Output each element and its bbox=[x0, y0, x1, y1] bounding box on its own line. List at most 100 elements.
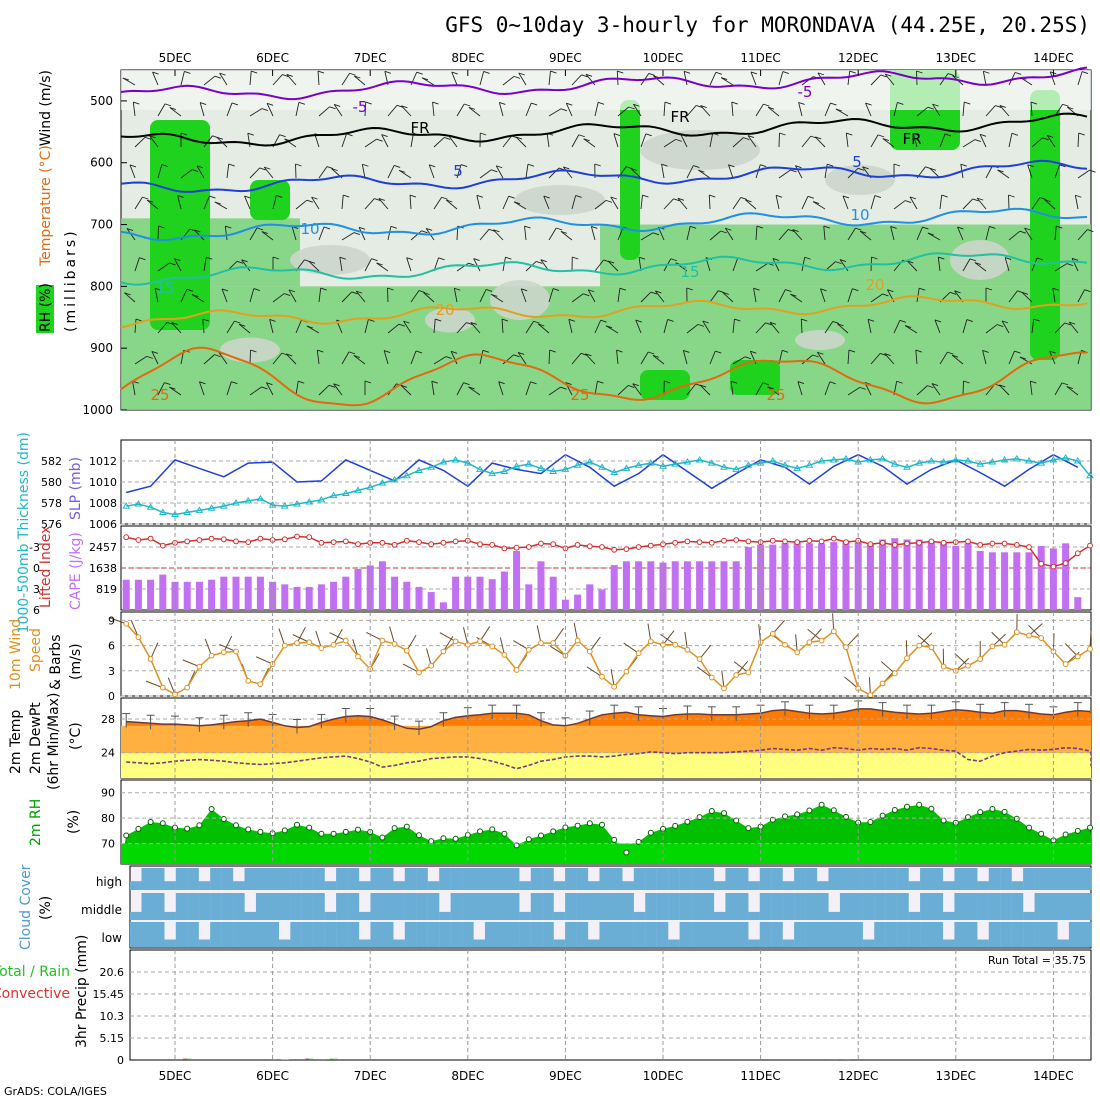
wind10m-barb bbox=[610, 668, 615, 687]
cape-bar bbox=[598, 589, 606, 610]
upper-wind-barb-flag bbox=[135, 318, 143, 322]
upper-wind-barb bbox=[355, 290, 366, 303]
upper-wind-barb-flag bbox=[905, 200, 912, 204]
rh2m-point bbox=[513, 842, 520, 849]
upper-wind-barb bbox=[316, 350, 320, 365]
rh-dry-region bbox=[825, 165, 895, 195]
wind10m-line-point bbox=[1074, 653, 1081, 660]
upper-wind-barb bbox=[433, 319, 436, 334]
upper-wind-barb bbox=[548, 386, 561, 396]
upper-wind-barb bbox=[661, 164, 665, 179]
thickness-line-point bbox=[585, 458, 594, 465]
cloud-cell bbox=[496, 893, 508, 920]
upper-wind-barb-flag bbox=[450, 350, 458, 354]
upper-wind-barb-flag bbox=[932, 103, 939, 107]
wind10m-barb bbox=[402, 663, 420, 673]
upper-wind-barb-flag bbox=[415, 350, 423, 354]
upper-wind-barb bbox=[755, 262, 768, 272]
thickness-line-point bbox=[341, 489, 350, 497]
upper-wind-barb-flag bbox=[1075, 194, 1082, 198]
cape-bar bbox=[781, 543, 789, 610]
upper-wind-barb-flag bbox=[251, 70, 258, 74]
upper-wind-barb bbox=[479, 289, 487, 303]
lifted-index-line-point bbox=[159, 542, 166, 549]
thickness-line-point bbox=[329, 491, 338, 499]
cape-bar bbox=[171, 581, 179, 610]
upper-wind-barb bbox=[218, 352, 228, 365]
upper-wind-barb-flag bbox=[1081, 71, 1089, 75]
upper-wind-barb bbox=[1029, 381, 1033, 396]
lifted-index-line-point bbox=[318, 539, 325, 546]
upper-wind-barb-flag bbox=[421, 77, 429, 81]
upper-wind-barb bbox=[1054, 382, 1063, 396]
cloud-cell bbox=[1057, 893, 1070, 920]
cloud-cell bbox=[404, 893, 417, 920]
cloud-cell bbox=[324, 881, 337, 890]
upper-wind-barb-flag bbox=[482, 349, 490, 353]
upper-wind-barb-flag bbox=[731, 101, 738, 105]
upper-wind-barb-flag bbox=[974, 139, 982, 143]
cloud-cell bbox=[794, 922, 806, 947]
thickness-line-point bbox=[829, 455, 838, 463]
upper-wind-barb bbox=[421, 77, 435, 86]
upper-wind-barb-flag bbox=[1033, 318, 1040, 322]
upper-wind-barb-flag bbox=[857, 167, 865, 171]
wind10m-barb bbox=[1089, 630, 1092, 649]
temperature-contour bbox=[120, 112, 1088, 147]
upper-wind-barb-flag bbox=[969, 258, 977, 262]
upper-wind-barb bbox=[333, 383, 343, 396]
upper-wind-barb bbox=[998, 384, 1010, 396]
upper-wind-barb-flag bbox=[638, 256, 646, 260]
upper-wind-barb-flag bbox=[194, 229, 201, 233]
upper-wind-barb bbox=[610, 196, 619, 210]
cloud-cell bbox=[668, 868, 680, 890]
upper-wind-barb bbox=[381, 134, 389, 148]
upper-wind-barb-flag bbox=[272, 256, 280, 260]
upper-wind-barb bbox=[470, 322, 481, 334]
wind10m-barb bbox=[145, 680, 163, 689]
precip-ylabel: 3hr Precip (mm) bbox=[74, 935, 90, 1048]
upper-wind-barb-flag bbox=[835, 261, 842, 265]
cloud-cell bbox=[473, 868, 486, 890]
upper-wind-barb-flag bbox=[859, 386, 866, 390]
cloud-cell bbox=[805, 893, 818, 920]
cloud-cell bbox=[210, 893, 222, 920]
thickness-line-point bbox=[671, 460, 680, 467]
slp-line bbox=[126, 453, 1079, 494]
cape-bar bbox=[1074, 597, 1082, 610]
upper-wind-barb bbox=[214, 201, 228, 210]
upper-wind-barb bbox=[893, 102, 898, 117]
lifted-index-line-point bbox=[1001, 540, 1008, 547]
upper-wind-barb-flag bbox=[464, 103, 471, 107]
rh2m-point bbox=[501, 830, 508, 837]
upper-wind-barb-flag bbox=[874, 195, 882, 198]
upper-wind-barb bbox=[732, 197, 742, 210]
upper-wind-barb-flag bbox=[798, 101, 805, 105]
cloud-cell bbox=[439, 868, 451, 890]
upper-wind-barb bbox=[433, 356, 447, 365]
upper-wind-barb bbox=[124, 292, 136, 303]
upper-wind-barb-flag bbox=[974, 262, 981, 266]
cloud-cell bbox=[519, 922, 531, 947]
wind10m-barb bbox=[536, 625, 542, 644]
rh2m-base bbox=[121, 843, 1091, 864]
upper-wind-barb-flag bbox=[152, 71, 159, 75]
cape-bar bbox=[256, 576, 264, 610]
contour-label: 5 bbox=[852, 153, 862, 171]
upper-wind-barb-flag bbox=[376, 262, 383, 266]
wind10m-barb bbox=[696, 666, 713, 678]
cloud-cell bbox=[817, 922, 829, 947]
wind10m-barb bbox=[255, 656, 273, 665]
cloud-cell bbox=[324, 922, 337, 947]
upper-wind-barb bbox=[249, 288, 255, 303]
upper-wind-barb-flag bbox=[995, 105, 1002, 109]
upper-wind-barb-flag bbox=[334, 103, 341, 107]
rh2m-point bbox=[635, 838, 642, 845]
upper-wind-barb bbox=[617, 226, 624, 241]
thickness-line-point bbox=[903, 463, 911, 470]
cloud-cell bbox=[656, 868, 669, 890]
